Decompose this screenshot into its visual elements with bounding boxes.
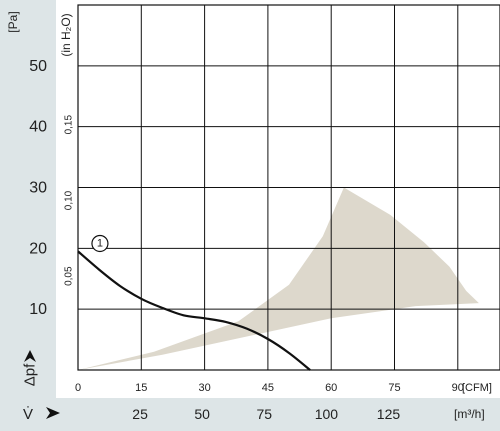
performance-curve [77,250,311,371]
x-tick-label-m3h: 25 [132,406,148,422]
y-axis-arrow-icon [24,350,36,362]
x-axis-arrow-icon [46,407,60,419]
y-ticks-inh2o: 0,05 0,10 0,15 [63,115,74,286]
plot-frame [77,4,500,371]
y-tick-label-pa: 10 [29,301,47,318]
x-tick-label-cfm: 45 [262,382,274,394]
x-tick-label-cfm: 60 [325,382,337,394]
left-axis-band [0,0,56,398]
y-tick-label-pa: 20 [29,240,47,257]
x-tick-label-cfm: 0 [75,382,81,394]
y-unit-inh2o: (in H₂O) [59,13,73,56]
grid [78,5,500,370]
curve-label-circle [91,234,109,253]
x-tick-label-m3h: 75 [256,406,272,422]
x-unit-cfm: [CFM] [462,382,492,394]
x-ticks-cfm: 0 15 30 45 60 75 90 [75,382,464,394]
x-ticks-m3h: 25 50 75 100 125 [132,406,400,422]
y-tick-label-inh2o: 0,10 [63,190,74,210]
y-axis-symbol: Δpf [22,363,39,386]
operating-area [78,187,479,370]
x-axis-symbol: V̇ [23,406,33,423]
x-tick-label-cfm: 90 [452,382,464,394]
x-tick-label-m3h: 50 [194,406,210,422]
x-tick-label-cfm: 15 [135,382,147,394]
y-tick-label-inh2o: 0,15 [64,115,75,135]
x-tick-label-m3h: 100 [315,406,339,422]
x-tick-label-m3h: 125 [377,406,401,422]
bottom-axis-band [0,398,500,431]
curve-label: 1 [97,237,103,249]
y-tick-label-pa: 40 [29,119,47,136]
y-tick-label-pa: 30 [29,180,47,197]
y-tick-label-pa: 50 [29,58,47,75]
y-ticks-pa: 10 20 30 40 50 [29,58,47,318]
x-unit-m3h: [m³/h] [454,407,485,421]
y-tick-label-inh2o: 0,05 [64,266,75,286]
x-tick-label-cfm: 75 [388,382,400,394]
x-tick-label-cfm: 30 [198,382,210,394]
y-unit-pa: [Pa] [6,11,20,32]
